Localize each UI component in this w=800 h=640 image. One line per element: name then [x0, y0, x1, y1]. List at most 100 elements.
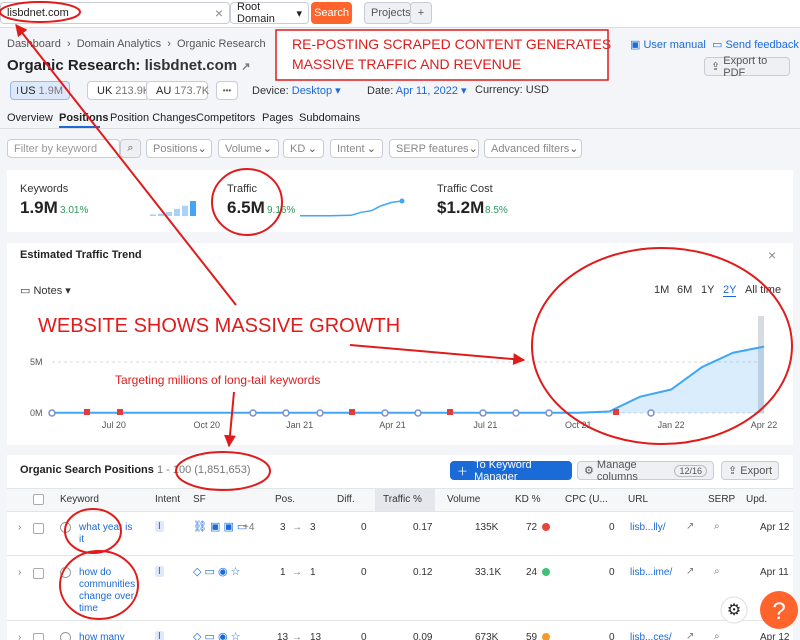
column-header[interactable]: Intent: [155, 494, 181, 505]
note-flag: [349, 409, 355, 415]
google-update-icon: [647, 409, 655, 417]
position-to: 13: [310, 632, 322, 640]
filter-dropdown[interactable]: KD ⌄: [283, 139, 324, 158]
filter-dropdown[interactable]: SERP features ⌄: [389, 139, 479, 158]
google-update-icon: [479, 409, 487, 417]
manage-columns-button[interactable]: ⚙ Manage columns 12/16: [577, 458, 714, 483]
device-label: Device:: [252, 85, 289, 97]
column-header[interactable]: CPC (U...: [565, 494, 608, 505]
column-header[interactable]: SERP: [708, 494, 736, 505]
column-header[interactable]: URL: [628, 494, 649, 505]
row-checkbox[interactable]: [33, 633, 44, 640]
column-header[interactable]: Upd.: [746, 494, 768, 505]
serp-features: ◇ ▭ ◉ ☆: [193, 566, 241, 578]
device-value: Desktop: [291, 85, 333, 97]
position-to: 3: [310, 522, 316, 533]
export-pdf-text: Export to PDF: [723, 54, 768, 79]
spark-end: [399, 198, 405, 204]
row-checkbox[interactable]: [33, 568, 44, 579]
column-header[interactable]: Pos.: [275, 494, 296, 505]
add-keyword[interactable]: [60, 632, 71, 640]
google-update-icon: [414, 409, 422, 417]
column-header[interactable]: Keyword: [60, 494, 99, 505]
intent-badge: I: [155, 521, 164, 532]
column-header[interactable]: Traffic %: [383, 494, 422, 505]
kd: 72: [526, 522, 538, 533]
keyword-link[interactable]: how many: [79, 632, 125, 640]
spark-bar: [166, 212, 172, 216]
date-label: Date:: [367, 85, 394, 97]
row-divider: [7, 620, 793, 621]
updated: Apr 12: [760, 522, 790, 533]
google-update-icon: [249, 409, 257, 417]
row-checkbox[interactable]: [33, 523, 44, 534]
kd-dot: [542, 523, 550, 531]
x-tick-label: Oct 20: [194, 420, 221, 430]
serp-preview[interactable]: ⌕: [714, 631, 720, 640]
manage-columns-text: Manage columns: [596, 458, 638, 483]
filter-text: Advanced filters: [491, 142, 570, 155]
diff: 0: [361, 632, 367, 640]
column-header[interactable]: Volume: [447, 494, 481, 505]
spark-line: [300, 200, 403, 217]
clear-button[interactable]: ×: [214, 5, 223, 21]
intent-badge: I: [155, 631, 164, 640]
url-link[interactable]: lisb...ime/: [630, 567, 673, 578]
select-all[interactable]: [33, 494, 44, 505]
date-value: Apr 11, 2022: [395, 85, 458, 97]
url-link[interactable]: lisb...ces/: [630, 632, 672, 640]
url-link[interactable]: lisb...lly/: [630, 522, 666, 533]
column-header[interactable]: Diff.: [337, 494, 355, 505]
kd-dot: [542, 633, 550, 640]
keyword-manager-text: To Keyword Manager: [474, 458, 532, 483]
position-from: 3: [280, 522, 286, 533]
nav-tab[interactable]: Pages: [262, 112, 294, 124]
x-tick-label: Jan 21: [286, 420, 313, 430]
google-update-icon: [381, 409, 389, 417]
expand-toggle[interactable]: ›: [18, 632, 22, 640]
filter-dropdown[interactable]: Advanced filters ⌄: [484, 139, 582, 158]
expand-toggle[interactable]: ›: [18, 567, 22, 578]
metric-value: $1.2M: [437, 198, 485, 217]
position-arrow: →: [292, 567, 302, 578]
export-pdf-button[interactable]: ⇪ Export to PDF: [704, 54, 790, 79]
filter-dropdown[interactable]: Intent ⌄: [330, 139, 383, 158]
diff: 0: [361, 522, 367, 533]
metric-change: 8.5%: [485, 205, 508, 216]
serp-preview[interactable]: ⌕: [714, 521, 720, 532]
search-button[interactable]: Search: [311, 2, 352, 24]
feedback-link[interactable]: ▭ Send feedback: [712, 39, 799, 51]
position-arrow: →: [292, 632, 302, 640]
serp-preview[interactable]: ⌕: [714, 566, 720, 577]
column-header[interactable]: SF: [193, 494, 206, 505]
filter-text: Intent: [337, 142, 365, 155]
google-update-icon: [512, 409, 520, 417]
serp-more: +4: [243, 522, 255, 533]
chevron: ⌄: [468, 143, 478, 155]
traffic-share: 0.12: [413, 567, 433, 578]
note-flag: [447, 409, 453, 415]
volume: 135K: [475, 522, 499, 533]
user-manual-text: User manual: [643, 39, 706, 51]
chevron: ⌄: [307, 143, 317, 155]
scope-dropdown[interactable]: Root Domain ▾: [230, 1, 309, 25]
date-setting[interactable]: Date: Apr 11, 2022 ▾: [367, 85, 467, 97]
add-button[interactable]: +: [410, 2, 432, 24]
diff: 0: [361, 567, 367, 578]
column-header[interactable]: KD %: [515, 494, 541, 505]
currency-value: USD: [525, 84, 549, 96]
scope-text: Root Domain: [237, 1, 275, 25]
export-button[interactable]: ⇪ Export: [721, 461, 779, 480]
keyword-manager-button[interactable]: ＋ To Keyword Manager: [450, 458, 572, 483]
url-external: ↗: [686, 521, 695, 532]
kd: 59: [526, 632, 538, 640]
tabs-divider: [0, 128, 800, 129]
spark-bar: [158, 213, 164, 216]
expand-toggle[interactable]: ›: [18, 522, 22, 533]
device-setting[interactable]: Device: Desktop ▾: [252, 85, 341, 97]
nav-tab[interactable]: Subdomains: [299, 112, 361, 124]
user-manual-link[interactable]: ▣ User manual: [630, 39, 706, 51]
spark-bar: [174, 208, 180, 216]
